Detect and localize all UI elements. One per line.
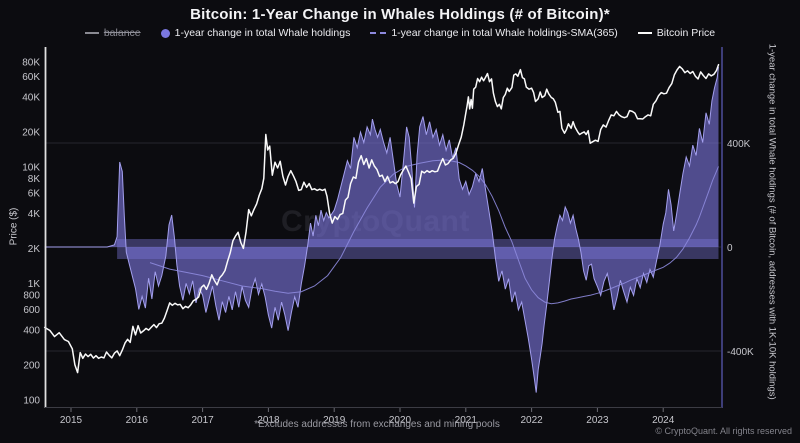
whale-change-circle-marker-icon bbox=[160, 28, 170, 38]
whale-change-area bbox=[44, 67, 719, 393]
left-axis-tick-label: 40K bbox=[22, 92, 40, 103]
left-axis-tick-label: 8K bbox=[28, 174, 41, 185]
legend-item-bitcoin-price[interactable]: Bitcoin Price bbox=[637, 27, 716, 39]
left-axis-tick-label: 60K bbox=[22, 72, 40, 83]
x-axis-tick-label: 2015 bbox=[60, 415, 83, 426]
legend-label-whale-change: 1-year change in total Whale holdings bbox=[174, 27, 351, 39]
left-axis-tick-label: 800 bbox=[23, 290, 40, 301]
x-axis-tick-label: 2020 bbox=[389, 415, 412, 426]
left-axis-tick-label: 100 bbox=[23, 396, 40, 407]
whale-change-sma-line bbox=[149, 159, 719, 305]
right-axis-tick-label: -400K bbox=[727, 347, 754, 358]
x-axis-tick-label: 2016 bbox=[126, 415, 149, 426]
left-axis-tick-label: 2K bbox=[28, 244, 41, 255]
x-axis-tick-label: 2017 bbox=[191, 415, 214, 426]
right-axis-tick-label: 400K bbox=[727, 139, 751, 150]
left-axis-tick-label: 1K bbox=[28, 279, 41, 290]
legend-item-whale-change[interactable]: 1-year change in total Whale holdings bbox=[160, 27, 351, 39]
legend-label-balance: balance bbox=[103, 27, 141, 39]
sma-dashed-line-marker-icon bbox=[370, 32, 387, 34]
whale-change-edge bbox=[44, 67, 719, 393]
left-axis-title: Price ($) bbox=[8, 207, 20, 246]
x-axis-tick-label: 2023 bbox=[586, 415, 609, 426]
legend-label-whale-change-sma: 1-year change in total Whale holdings-SM… bbox=[391, 27, 618, 39]
legend: balance 1-year change in total Whale hol… bbox=[0, 27, 800, 39]
left-axis-tick-label: 6K bbox=[28, 188, 41, 199]
left-axis-tick-label: 10K bbox=[22, 163, 40, 174]
left-axis-tick-label: 400 bbox=[23, 325, 40, 336]
x-axis-tick-label: 2022 bbox=[520, 415, 543, 426]
bitcoin-price-line-marker-icon bbox=[637, 32, 652, 34]
legend-item-balance[interactable]: balance bbox=[84, 27, 141, 39]
left-axis-tick-label: 600 bbox=[23, 305, 40, 316]
x-axis-tick-label: 2024 bbox=[652, 415, 675, 426]
x-axis-tick-label: 2019 bbox=[323, 415, 346, 426]
footnote: *Excludes addresses from exchanges and m… bbox=[254, 419, 500, 430]
x-axis-tick-label: 2018 bbox=[257, 415, 280, 426]
page-title: Bitcoin: 1-Year Change in Whales Holding… bbox=[190, 6, 610, 23]
left-axis-tick-label: 20K bbox=[22, 127, 40, 138]
left-axis-tick-label: 80K bbox=[22, 57, 40, 68]
bitcoin-price-line bbox=[43, 63, 720, 374]
copyright: © CryptoQuant. All rights reserved bbox=[655, 426, 792, 436]
balance-line-marker-icon bbox=[84, 32, 99, 34]
left-axis-tick-label: 200 bbox=[23, 360, 40, 371]
x-axis-tick-label: 2021 bbox=[455, 415, 478, 426]
legend-item-whale-change-sma[interactable]: 1-year change in total Whale holdings-SM… bbox=[370, 27, 618, 39]
left-axis-tick-label: 4K bbox=[28, 209, 41, 220]
right-axis-tick-label: 0 bbox=[727, 243, 733, 254]
right-axis-title: 1-year change in total Whale holdings (#… bbox=[766, 43, 778, 400]
legend-label-bitcoin-price: Bitcoin Price bbox=[656, 27, 716, 39]
